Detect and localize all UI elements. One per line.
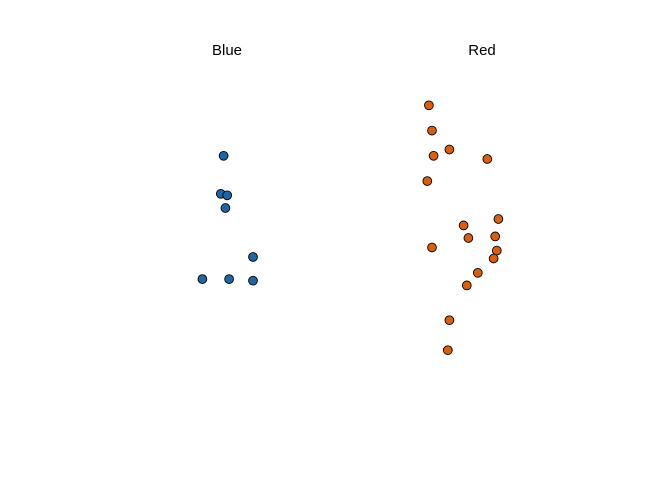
point-red-14 bbox=[461, 280, 472, 291]
points-blue bbox=[197, 150, 258, 286]
point-red-0 bbox=[424, 100, 434, 111]
point-red-5 bbox=[422, 176, 433, 186]
point-blue-3 bbox=[220, 203, 231, 213]
point-blue-5 bbox=[197, 274, 208, 284]
panel-blue: Blue bbox=[197, 42, 258, 286]
point-red-4 bbox=[482, 154, 493, 164]
point-red-3 bbox=[428, 150, 439, 161]
points-red bbox=[422, 100, 504, 356]
panel-title-blue: Blue bbox=[212, 42, 242, 59]
panel-red: Red bbox=[422, 42, 504, 356]
point-blue-0 bbox=[218, 150, 229, 161]
panel-title-red: Red bbox=[468, 42, 496, 59]
point-blue-7 bbox=[248, 275, 258, 286]
point-red-15 bbox=[444, 315, 455, 326]
point-blue-6 bbox=[224, 274, 234, 284]
point-red-8 bbox=[463, 233, 474, 243]
point-blue-2 bbox=[222, 190, 233, 201]
point-red-16 bbox=[442, 345, 453, 356]
point-blue-4 bbox=[248, 252, 258, 262]
point-red-12 bbox=[488, 253, 499, 264]
point-red-9 bbox=[490, 231, 501, 242]
point-red-1 bbox=[427, 125, 437, 136]
point-red-6 bbox=[493, 214, 504, 224]
point-red-10 bbox=[427, 242, 437, 253]
point-red-7 bbox=[458, 220, 469, 231]
point-red-2 bbox=[444, 144, 455, 155]
point-red-13 bbox=[472, 267, 483, 278]
